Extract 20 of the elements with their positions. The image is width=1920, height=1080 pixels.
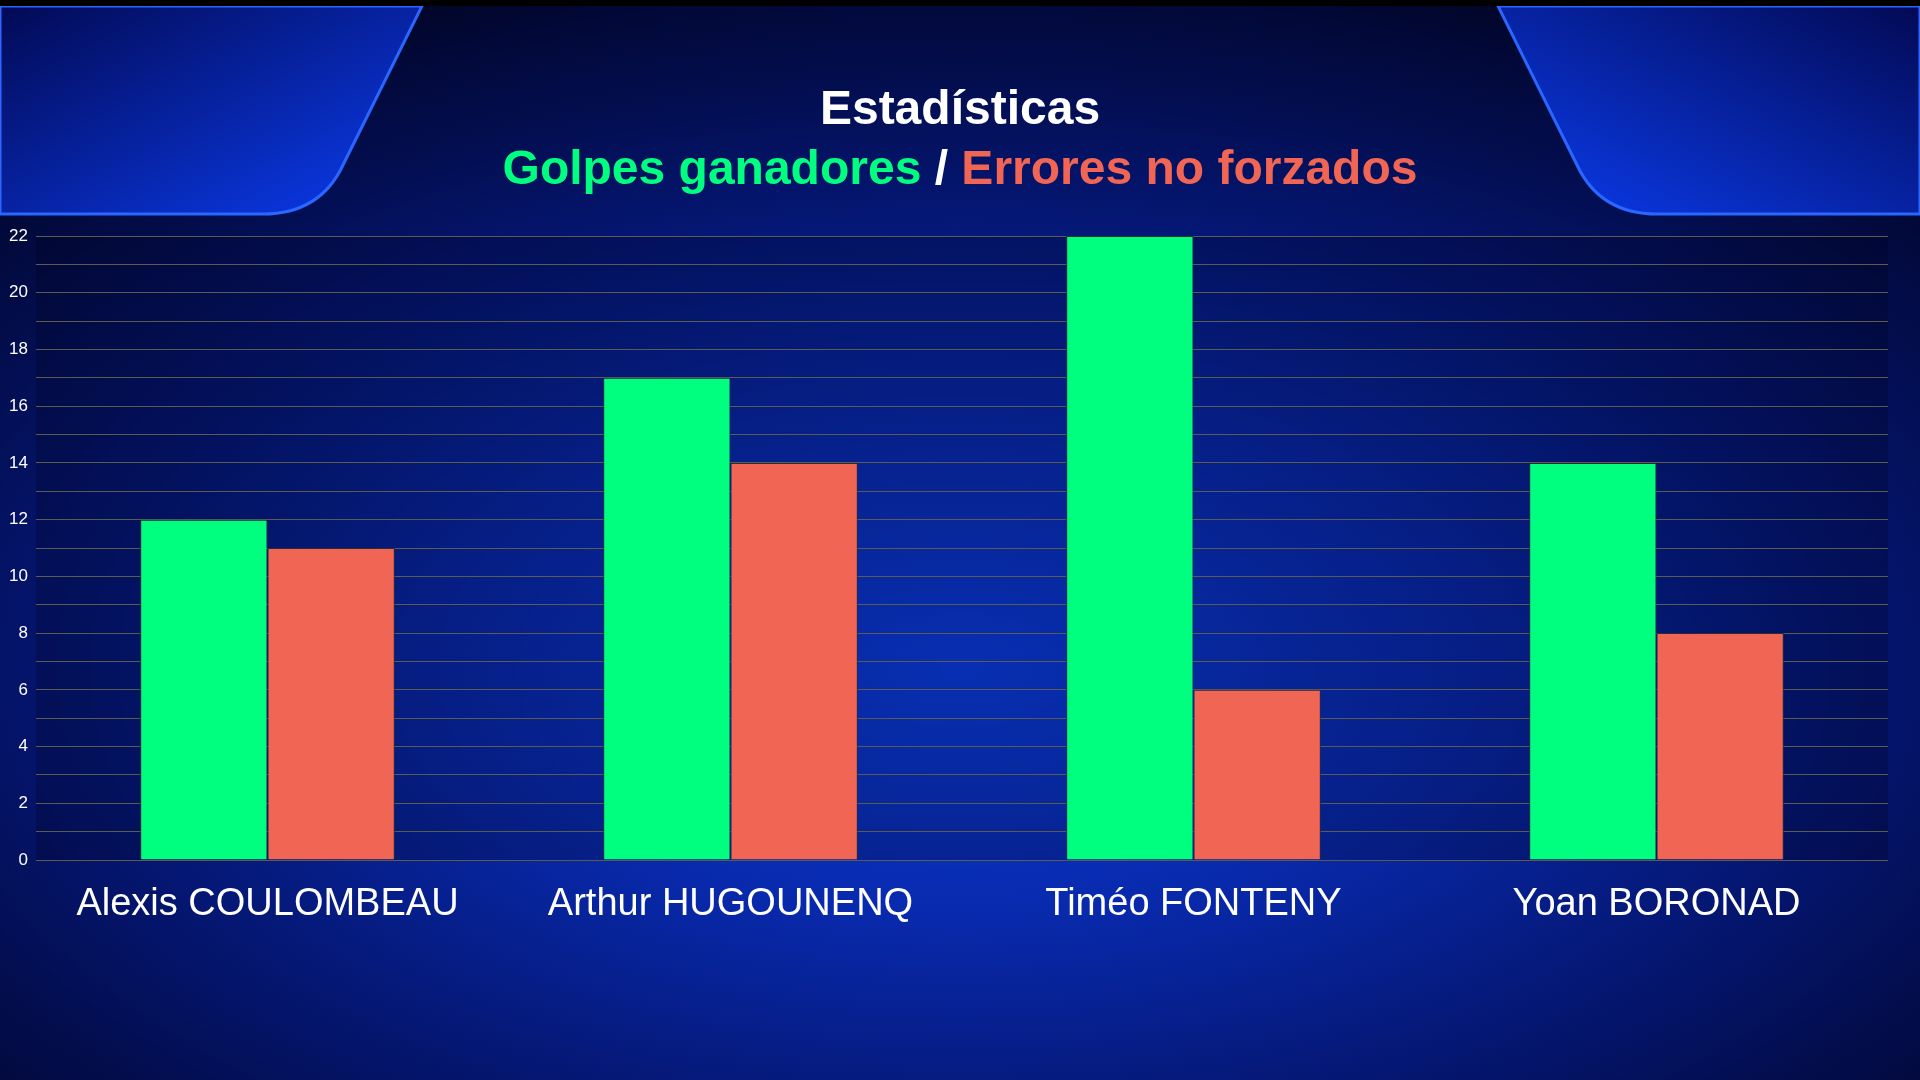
x-tick-label: Yoan BORONAD [1512,881,1801,924]
y-tick-label: 0 [18,849,28,869]
y-tick-label: 4 [18,736,28,756]
y-tick-label: 14 [9,452,28,472]
y-tick-label: 16 [9,395,28,415]
y-tick-label: 2 [18,792,28,812]
y-tick-label: 22 [9,225,28,245]
y-tick-label: 8 [18,622,28,642]
y-tick-label: 20 [9,282,28,302]
text: Golpes ganadores [502,141,922,194]
x-tick-label: Alexis COULOMBEAU [76,881,459,924]
chart-title: Estadísticas [819,81,1101,134]
y-tick-label: 12 [9,509,28,529]
text: / [933,141,949,194]
x-tick-label: Timéo FONTENY [1045,881,1342,924]
y-tick-label: 10 [9,566,28,586]
text: Errores no forzados [961,141,1418,194]
x-tick-label: Arthur HUGOUNENQ [547,881,914,924]
y-tick-label: 18 [9,339,28,359]
y-tick-label: 6 [18,679,28,699]
